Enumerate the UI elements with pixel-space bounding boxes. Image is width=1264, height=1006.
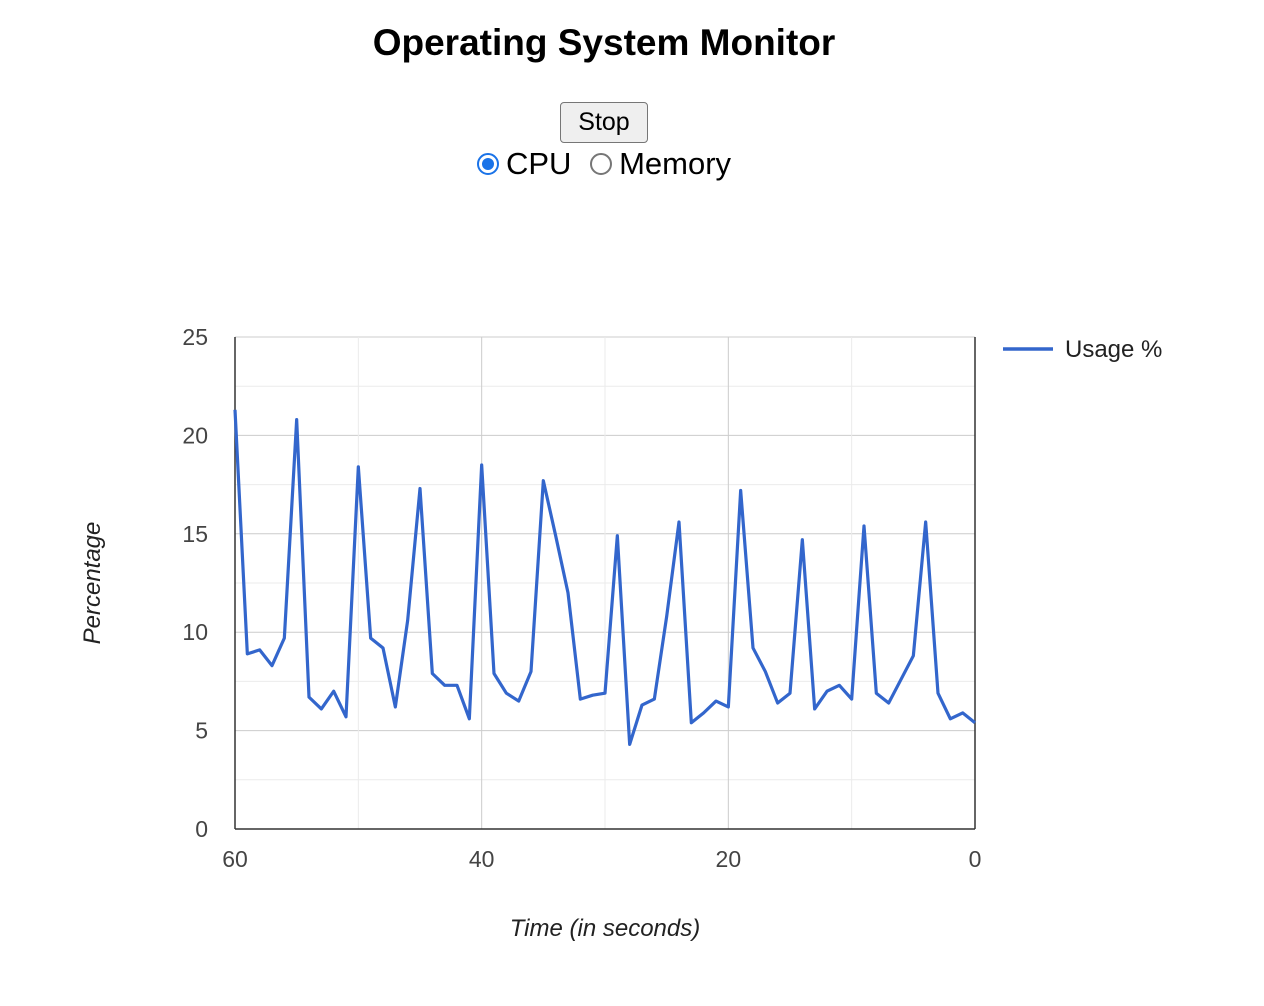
x-tick-label: 40	[469, 846, 495, 872]
x-tick-label: 0	[969, 846, 982, 872]
y-tick-label: 0	[195, 816, 208, 842]
x-axis-title: Time (in seconds)	[510, 915, 701, 942]
radio-memory-indicator[interactable]	[590, 153, 613, 175]
radio-cpu[interactable]: CPU	[476, 146, 572, 182]
radio-memory-label: Memory	[619, 146, 732, 181]
metric-radio-group: CPU Memory	[0, 146, 1208, 183]
y-tick-label: 5	[195, 718, 208, 744]
y-tick-label: 10	[182, 619, 208, 645]
radio-memory[interactable]: Memory	[590, 146, 731, 182]
legend-label: Usage %	[1065, 336, 1162, 363]
stop-button[interactable]: Stop	[560, 102, 648, 143]
x-tick-label: 20	[716, 846, 742, 872]
y-tick-label: 20	[182, 422, 208, 448]
radio-cpu-indicator[interactable]	[476, 153, 499, 175]
y-axis-title: Percentage	[79, 522, 106, 645]
y-tick-label: 15	[182, 521, 208, 547]
page-title: Operating System Monitor	[372, 22, 836, 63]
x-tick-label: 60	[222, 846, 248, 872]
y-tick-label: 25	[182, 324, 208, 350]
radio-cpu-label: CPU	[505, 146, 572, 181]
